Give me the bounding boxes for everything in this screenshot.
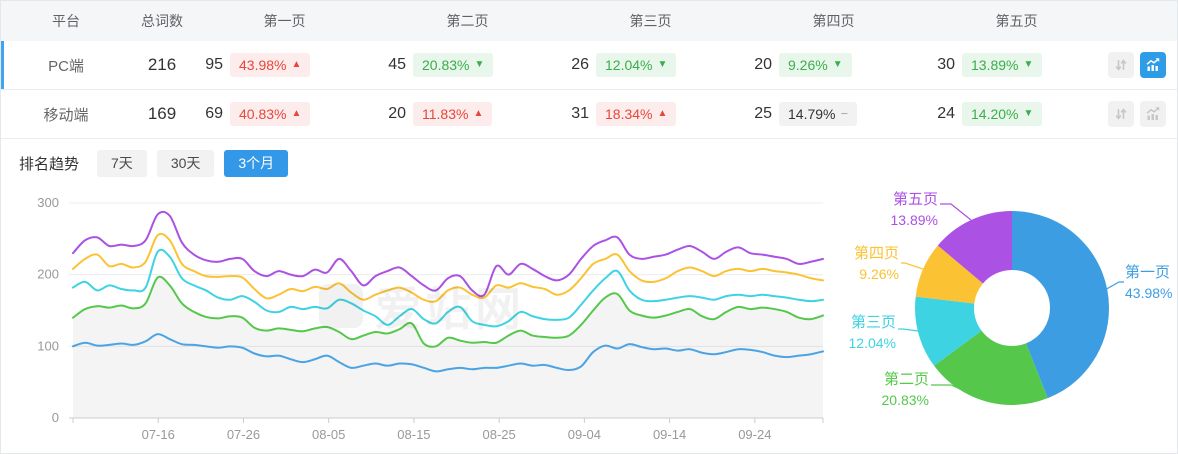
page4-trend-badge: 9.26% ▼ (779, 53, 852, 77)
trend-arrow-icon: ▲ (657, 108, 668, 119)
pie-label-page2: 第二页 20.83% (881, 371, 929, 408)
platform-label: PC端 (48, 57, 84, 75)
trend-title: 排名趋势 (19, 155, 80, 173)
trend-arrow-icon: ▼ (474, 59, 485, 70)
page3-count: 26 (571, 56, 589, 73)
sort-button[interactable] (1108, 52, 1134, 78)
page5-count: 30 (937, 56, 955, 73)
total-words-value: 216 (147, 55, 177, 74)
trend-arrow-icon: ▼ (657, 59, 668, 70)
svg-text:07-26: 07-26 (227, 427, 260, 442)
trend-arrow-icon: ▲ (291, 108, 302, 119)
page-distribution-donut-chart: 第一页 43.98% 第二页 20.83% 第三页 12.04% 第四页 9.26% 第… (833, 179, 1177, 453)
col-header-page4: 第四页 (812, 13, 855, 29)
page3-count: 31 (571, 105, 589, 122)
svg-text:07-16: 07-16 (142, 427, 175, 442)
page1-trend-badge: 43.98% ▲ (230, 53, 311, 77)
pie-label-page4: 第四页 9.26% (853, 245, 899, 282)
sort-arrows-icon (1115, 59, 1127, 71)
line-chart-canvas: 0 100 200 300 07-16 07-26 08-05 08-15 08-25 09-04… (37, 195, 824, 442)
page4-count: 25 (754, 105, 772, 122)
trend-arrow-icon: ▼ (1023, 108, 1034, 119)
svg-text:300: 300 (37, 195, 59, 210)
col-header-total-words: 总词数 (141, 13, 183, 29)
col-header-page1: 第一页 (263, 13, 306, 29)
svg-text:08-25: 08-25 (483, 427, 516, 442)
trend-arrow-icon: ▼ (832, 59, 843, 70)
trend-toolbar: 排名趋势 7天 30天 3个月 (1, 139, 1177, 187)
trend-arrow-icon: − (840, 106, 849, 121)
tab-7-days[interactable]: 7天 (97, 149, 147, 177)
total-words-value: 169 (147, 104, 177, 123)
svg-text:09-14: 09-14 (653, 427, 686, 442)
trend-arrow-icon: ▲ (473, 108, 484, 119)
col-header-page2: 第二页 (446, 13, 489, 29)
svg-text:08-05: 08-05 (312, 427, 345, 442)
page1-count: 69 (205, 105, 223, 122)
tab-3-months[interactable]: 3个月 (224, 149, 289, 177)
svg-text:09-24: 09-24 (738, 427, 771, 442)
page1-count: 95 (205, 56, 223, 73)
svg-text:0: 0 (52, 410, 59, 425)
trend-chart-icon (1146, 58, 1160, 71)
svg-text:100: 100 (37, 338, 59, 353)
page2-trend-badge: 11.83% ▲ (413, 102, 493, 126)
col-header-page5: 第五页 (995, 13, 1038, 29)
trend-chart-button[interactable] (1140, 52, 1166, 78)
trend-line-chart: 0 100 200 300 07-16 07-26 08-05 08-15 08-25 09-04… (1, 187, 841, 453)
col-header-page3: 第三页 (629, 13, 672, 29)
page2-trend-badge: 20.83% ▼ (413, 53, 494, 77)
pie-label-page3: 第三页 12.04% (848, 314, 896, 351)
sort-arrows-icon (1115, 108, 1127, 120)
page5-count: 24 (937, 105, 955, 122)
sort-button[interactable] (1108, 101, 1134, 127)
svg-text:200: 200 (37, 267, 59, 282)
table-header: 平台 总词数 第一页 第二页 第三页 第四页 第五页 (1, 1, 1177, 41)
trend-chart-icon (1146, 107, 1160, 120)
platform-label: 移动端 (43, 106, 89, 124)
page2-count: 20 (388, 105, 406, 122)
trend-arrow-icon: ▼ (1023, 59, 1034, 70)
page5-trend-badge: 13.89% ▼ (962, 53, 1043, 77)
tab-30-days[interactable]: 30天 (156, 149, 215, 177)
page1-trend-badge: 40.83% ▲ (230, 102, 311, 126)
page3-trend-badge: 18.34% ▲ (596, 102, 677, 126)
col-header-platform: 平台 (52, 13, 80, 29)
pie-label-page1: 第一页 43.98% (1125, 264, 1173, 301)
page5-trend-badge: 14.20% ▼ (962, 102, 1043, 126)
table-row-pc[interactable]: PC端 216 95 43.98% ▲ 45 20.83% ▼ 26 12.04% ▼… (1, 41, 1177, 90)
page4-trend-badge: 14.79% − (779, 102, 858, 126)
svg-text:09-04: 09-04 (568, 427, 601, 442)
trend-arrow-icon: ▲ (291, 59, 302, 70)
page4-count: 20 (754, 56, 772, 73)
table-row-mobile[interactable]: 移动端 169 69 40.83% ▲ 20 11.83% ▲ 31 18.34% ▲… (1, 90, 1177, 139)
trend-chart-button[interactable] (1140, 101, 1166, 127)
pie-label-page5: 第五页 13.89% (890, 191, 938, 228)
page3-trend-badge: 12.04% ▼ (596, 53, 677, 77)
page2-count: 45 (388, 56, 406, 73)
svg-text:08-15: 08-15 (397, 427, 430, 442)
donut-canvas (898, 203, 1124, 405)
